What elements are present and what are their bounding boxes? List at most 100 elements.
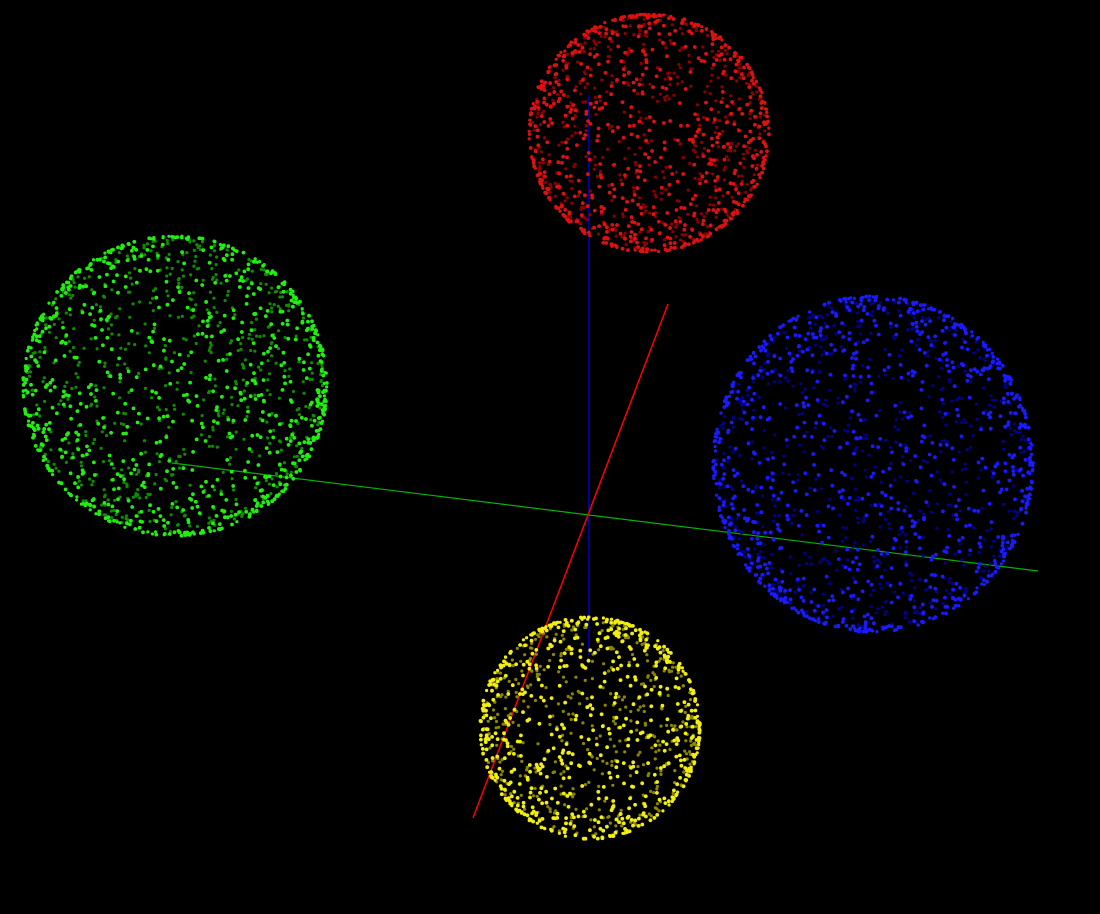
point xyxy=(177,290,182,294)
point xyxy=(736,59,741,64)
point xyxy=(649,227,654,232)
point xyxy=(714,58,719,62)
point xyxy=(279,363,284,368)
point xyxy=(743,516,747,520)
point xyxy=(66,431,70,436)
point xyxy=(681,172,686,176)
point xyxy=(657,748,661,752)
point xyxy=(901,591,905,595)
point xyxy=(160,242,165,247)
point xyxy=(258,335,262,339)
point xyxy=(583,783,588,787)
red-sphere-cloud[interactable] xyxy=(527,12,771,254)
point xyxy=(588,52,592,57)
point xyxy=(972,351,976,355)
point xyxy=(521,638,526,642)
point xyxy=(924,317,928,321)
point xyxy=(543,827,547,831)
point xyxy=(950,360,955,365)
point xyxy=(928,434,932,438)
point xyxy=(951,587,955,592)
point xyxy=(310,371,314,375)
point xyxy=(593,86,597,90)
point xyxy=(563,834,568,838)
point xyxy=(580,78,585,82)
point xyxy=(811,452,816,456)
point xyxy=(687,137,692,142)
blue-sphere-cloud[interactable] xyxy=(711,294,1035,634)
point xyxy=(625,200,629,204)
point xyxy=(877,374,881,378)
point xyxy=(688,234,692,239)
point xyxy=(773,433,777,437)
point xyxy=(106,502,111,507)
point xyxy=(88,502,92,507)
point xyxy=(874,611,878,615)
point xyxy=(537,169,541,173)
point xyxy=(793,489,798,493)
point xyxy=(129,388,134,392)
point xyxy=(847,308,852,312)
point xyxy=(179,533,184,538)
point xyxy=(518,774,522,778)
point xyxy=(64,460,68,464)
point xyxy=(198,248,202,252)
point xyxy=(709,158,714,162)
point xyxy=(857,562,862,567)
point xyxy=(904,612,908,616)
point xyxy=(33,444,38,448)
point xyxy=(777,528,782,533)
point xyxy=(617,140,621,144)
point xyxy=(646,674,650,678)
point xyxy=(131,245,136,250)
point xyxy=(934,339,938,343)
point xyxy=(712,476,716,481)
point xyxy=(728,145,733,150)
point xyxy=(103,364,107,368)
point xyxy=(563,618,568,622)
yellow-sphere-cloud[interactable] xyxy=(478,615,702,841)
point xyxy=(690,691,695,696)
point xyxy=(807,316,811,320)
point xyxy=(599,205,604,209)
green-sphere-cloud[interactable] xyxy=(21,234,329,538)
point xyxy=(726,190,730,195)
point xyxy=(845,394,849,399)
point xyxy=(598,24,603,29)
point xyxy=(509,792,513,796)
point xyxy=(823,321,827,325)
point xyxy=(779,490,784,495)
point xyxy=(490,775,495,780)
point xyxy=(716,110,721,114)
point xyxy=(931,384,935,388)
point xyxy=(574,675,578,679)
point xyxy=(953,322,957,326)
point xyxy=(696,117,700,122)
point xyxy=(902,410,907,415)
point xyxy=(639,227,644,232)
point xyxy=(186,354,190,358)
point xyxy=(748,95,753,100)
point xyxy=(874,323,878,328)
point xyxy=(736,389,740,394)
point xyxy=(94,303,98,307)
point xyxy=(267,291,271,295)
point xyxy=(853,342,858,347)
point xyxy=(780,579,785,584)
point xyxy=(608,36,612,41)
point xyxy=(85,452,89,457)
point xyxy=(655,787,659,791)
point xyxy=(963,340,967,344)
point xyxy=(637,82,642,87)
point xyxy=(50,473,55,477)
point xyxy=(639,211,644,216)
point xyxy=(272,428,276,432)
point xyxy=(857,498,861,502)
point xyxy=(818,329,823,333)
point xyxy=(730,195,734,199)
point xyxy=(957,549,962,554)
point xyxy=(971,433,975,438)
point xyxy=(54,297,58,301)
